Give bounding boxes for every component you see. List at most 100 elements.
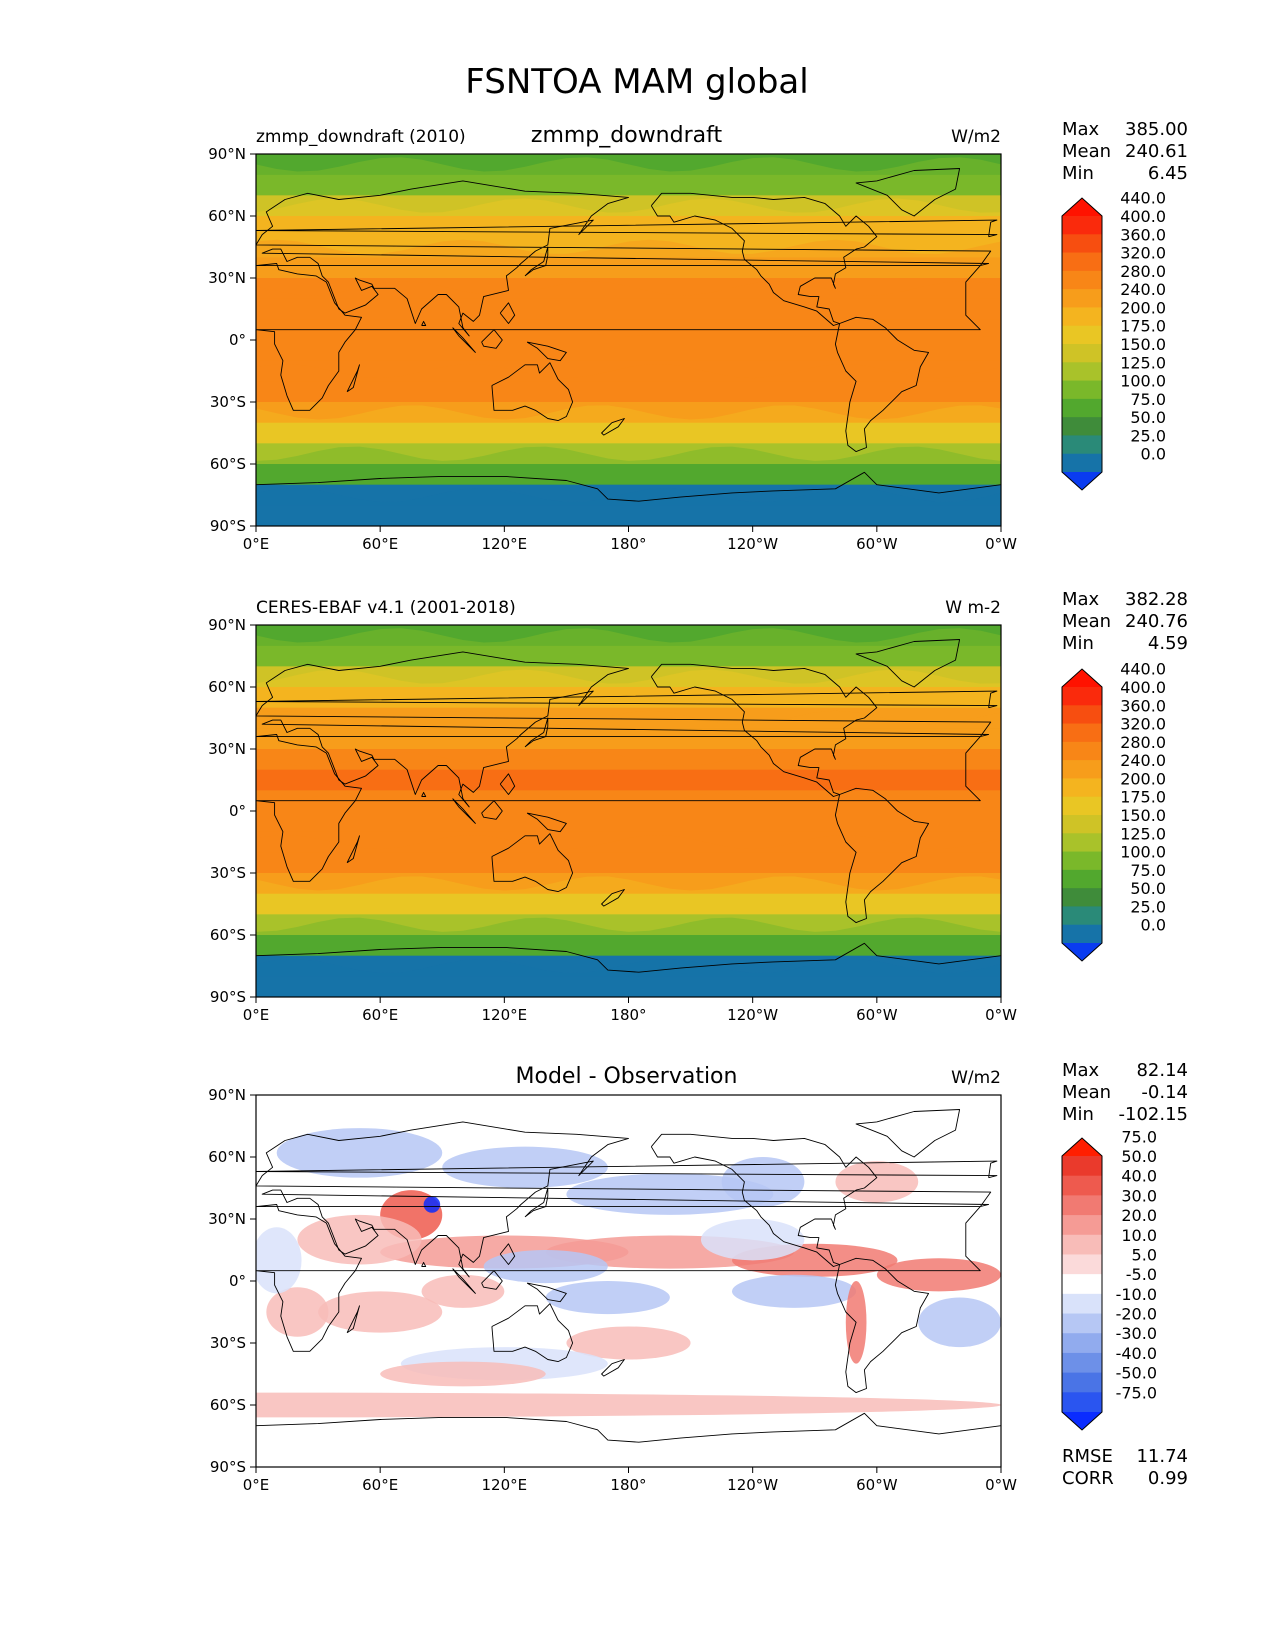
- x-tick-label: 0°W: [985, 1476, 1017, 1494]
- field-texture: [256, 958, 1001, 977]
- stat-value-mean: 240.76: [1125, 611, 1188, 632]
- rmse-value: 11.74: [1136, 1446, 1188, 1467]
- field-texture: [256, 669, 1001, 687]
- coastline: [421, 791, 427, 797]
- zonal-band: [256, 976, 1001, 997]
- stat-label-max: Max: [1062, 1060, 1100, 1081]
- colorbar-tick-label: 40.0: [1121, 1167, 1157, 1186]
- coastline: [481, 800, 503, 820]
- colorbar-tick-label: 175.0: [1120, 788, 1166, 807]
- coastline: [601, 889, 625, 907]
- stat-value-max: 82.14: [1136, 1060, 1188, 1081]
- colorbar-segment: [1062, 417, 1102, 436]
- field-texture: [256, 322, 1001, 340]
- map-panel-1: 0°E 60°E 120°E 180° 120°W 60°W 0°W 90°N 60°N 30°N…: [208, 589, 1188, 1024]
- colorbar-segment: [1062, 270, 1102, 290]
- colorbar-tick-label: 280.0: [1120, 733, 1166, 752]
- map-panel-0: 0°E 60°E 120°E 180° 120°W 60°W 0°W 90°N 60°N 30°N…: [208, 119, 1188, 553]
- anomaly-patch: [423, 1196, 441, 1213]
- colorbar-tick-label: 150.0: [1120, 806, 1166, 825]
- colorbar-tick-label: 175.0: [1120, 317, 1166, 336]
- coastline: [256, 1121, 992, 1278]
- colorbar: 0.025.050.075.0100.0125.0150.0175.0200.0…: [1061, 189, 1166, 491]
- coastline: [481, 1270, 503, 1290]
- zonal-band: [256, 935, 1001, 957]
- colorbar-tick-label: -50.0: [1116, 1364, 1157, 1383]
- zonal-band: [256, 769, 1001, 791]
- field-texture: [256, 239, 1001, 258]
- stat-label-mean: Mean: [1062, 141, 1111, 162]
- colorbar-tick-label: 360.0: [1120, 225, 1166, 244]
- coastline: [256, 690, 998, 709]
- colorbar-tick-label: 20.0: [1121, 1206, 1157, 1225]
- panel-units: W/m2: [951, 127, 1001, 147]
- colorbar-tick-label: 50.0: [1130, 408, 1166, 427]
- y-tick-label: 30°S: [210, 393, 246, 411]
- colorbar-segment: [1062, 1274, 1102, 1295]
- anomaly-patch: [276, 1128, 443, 1178]
- colorbar-tick-label: 75.0: [1130, 861, 1166, 880]
- field-texture: [256, 446, 1001, 464]
- colorbar-segment: [1062, 778, 1102, 798]
- x-tick-label: 120°E: [482, 1476, 528, 1494]
- anomaly-patch: [721, 1157, 805, 1207]
- field-texture: [256, 628, 1001, 646]
- anomaly-patch: [566, 1173, 774, 1215]
- anomaly-patch: [918, 1297, 1001, 1348]
- colorbar-tick-label: 50.0: [1130, 879, 1166, 898]
- coastline: [834, 1257, 930, 1394]
- zonal-band: [256, 174, 1001, 196]
- colorbar-segment: [1062, 216, 1102, 235]
- colorbar-tick-label: 5.0: [1132, 1245, 1157, 1264]
- colorbar-tick-label: 75.0: [1121, 1127, 1157, 1146]
- stat-value-mean: -0.14: [1141, 1082, 1188, 1103]
- anomaly-patch: [266, 1287, 329, 1337]
- coastline: [256, 651, 992, 808]
- map-field: [256, 154, 1001, 526]
- coastline: [650, 663, 878, 797]
- colorbar-segment: [1062, 796, 1102, 816]
- colorbar-tick-label: 30.0: [1121, 1186, 1157, 1205]
- y-tick-label: 0°: [229, 331, 246, 349]
- coastline: [256, 1412, 1001, 1443]
- y-tick-label: 90°S: [210, 988, 246, 1006]
- colorbar-tick-label: 125.0: [1120, 824, 1166, 843]
- colorbar-segment: [1062, 1293, 1102, 1315]
- colorbar-tick-label: 75.0: [1130, 390, 1166, 409]
- stat-label-max: Max: [1062, 589, 1100, 610]
- y-tick-label: 30°N: [208, 1210, 246, 1228]
- colorbar-tick-label: 360.0: [1120, 696, 1166, 715]
- figure-title: FSNTOA MAM global: [465, 62, 808, 102]
- field-texture: [256, 876, 1001, 894]
- coastline: [346, 1305, 360, 1334]
- colorbar-segment: [1062, 906, 1102, 926]
- coastline: [256, 263, 981, 411]
- panel-center-title: zmmp_downdraft: [531, 123, 723, 148]
- colorbar-extend-min: [1062, 1412, 1102, 1430]
- colorbar-tick-label: 280.0: [1120, 262, 1166, 281]
- y-tick-label: 60°N: [208, 1148, 246, 1166]
- stat-label-min: Min: [1062, 1104, 1094, 1125]
- coastline: [256, 734, 981, 882]
- coastline: [256, 219, 998, 238]
- stat-value-max: 385.00: [1125, 119, 1188, 140]
- coastline: [491, 833, 574, 893]
- x-tick-label: 0°E: [243, 1006, 270, 1024]
- coastline: [601, 1359, 625, 1377]
- stat-label-mean: Mean: [1062, 611, 1111, 632]
- colorbar-segment: [1062, 453, 1102, 473]
- zonal-band: [256, 381, 1001, 403]
- anomaly-patch: [421, 1274, 505, 1308]
- coastline: [524, 717, 549, 748]
- anomaly-patch: [380, 1361, 546, 1387]
- colorbar-tick-label: 100.0: [1120, 843, 1166, 862]
- colorbar-tick-label: 400.0: [1120, 678, 1166, 697]
- zonal-band: [256, 914, 1001, 936]
- colorbar-outline: [1061, 668, 1103, 962]
- coastline: [499, 302, 516, 324]
- x-tick-label: 0°W: [985, 1006, 1017, 1024]
- colorbar-segment: [1062, 741, 1102, 761]
- colorbar-tick-label: 240.0: [1120, 280, 1166, 299]
- colorbar-segment: [1062, 723, 1102, 743]
